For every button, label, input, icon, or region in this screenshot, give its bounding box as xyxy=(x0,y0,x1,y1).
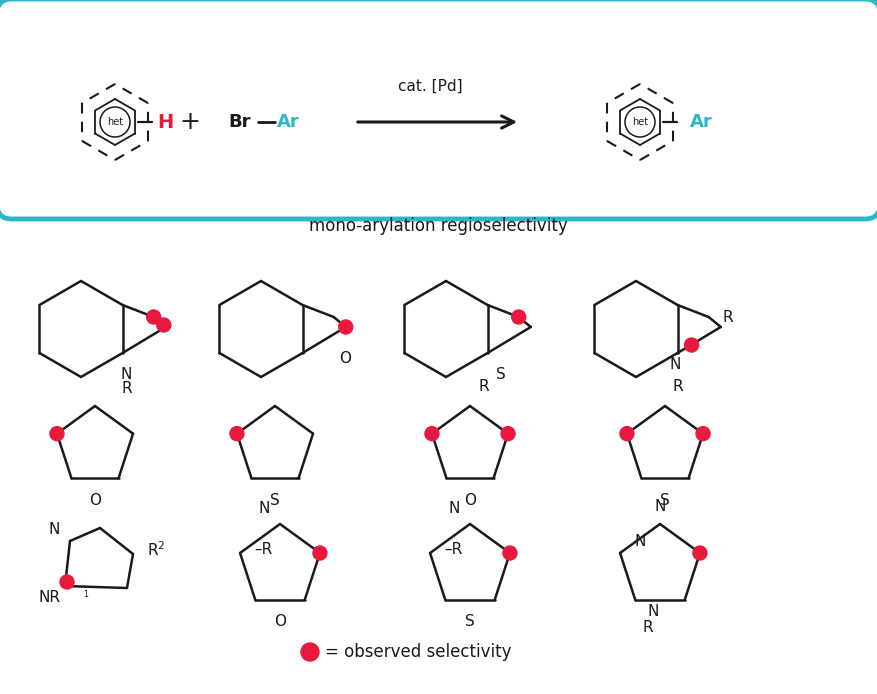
Text: –R: –R xyxy=(444,541,462,557)
Text: S: S xyxy=(465,614,474,629)
Circle shape xyxy=(157,318,171,332)
Text: O: O xyxy=(464,493,476,509)
Text: S: S xyxy=(660,493,670,509)
Text: S: S xyxy=(270,493,280,509)
Text: O: O xyxy=(89,493,101,509)
Text: N: N xyxy=(48,522,60,537)
Text: O: O xyxy=(274,614,286,629)
Circle shape xyxy=(301,643,319,661)
Circle shape xyxy=(501,427,515,441)
Text: R$^2$: R$^2$ xyxy=(147,541,166,559)
Text: N: N xyxy=(259,501,270,516)
Circle shape xyxy=(146,310,160,324)
Text: mono-arylation regioselectivity: mono-arylation regioselectivity xyxy=(309,217,567,235)
Text: R: R xyxy=(642,620,652,635)
Text: Ar: Ar xyxy=(277,113,300,131)
Text: = observed selectivity: = observed selectivity xyxy=(325,643,511,661)
Circle shape xyxy=(696,427,710,441)
FancyBboxPatch shape xyxy=(0,0,877,219)
Text: R: R xyxy=(723,310,733,325)
Text: Br: Br xyxy=(228,113,251,131)
Text: –R: –R xyxy=(254,541,272,557)
Text: het: het xyxy=(107,117,123,127)
Circle shape xyxy=(425,427,439,441)
Circle shape xyxy=(60,575,74,589)
Text: H: H xyxy=(157,112,173,131)
Text: N: N xyxy=(647,604,659,619)
Text: N: N xyxy=(449,501,460,516)
Text: NR: NR xyxy=(38,590,60,605)
Text: R: R xyxy=(673,379,684,394)
Text: +: + xyxy=(180,110,201,134)
Text: $^1$: $^1$ xyxy=(83,590,89,600)
Text: S: S xyxy=(496,367,505,382)
Circle shape xyxy=(693,546,707,560)
Circle shape xyxy=(313,546,327,560)
Text: O: O xyxy=(339,351,351,366)
Text: N: N xyxy=(654,499,666,514)
Text: het: het xyxy=(632,117,648,127)
Text: N: N xyxy=(121,367,132,382)
Circle shape xyxy=(620,427,634,441)
Circle shape xyxy=(230,427,244,441)
Text: N: N xyxy=(670,357,681,372)
Circle shape xyxy=(511,310,525,324)
Text: R: R xyxy=(478,379,488,394)
Circle shape xyxy=(685,338,699,352)
Circle shape xyxy=(50,427,64,441)
Text: N: N xyxy=(634,534,645,549)
Text: R: R xyxy=(121,381,132,396)
Text: cat. [Pd]: cat. [Pd] xyxy=(397,78,462,94)
Text: Ar: Ar xyxy=(690,113,713,131)
Circle shape xyxy=(339,320,353,334)
Circle shape xyxy=(503,546,517,560)
